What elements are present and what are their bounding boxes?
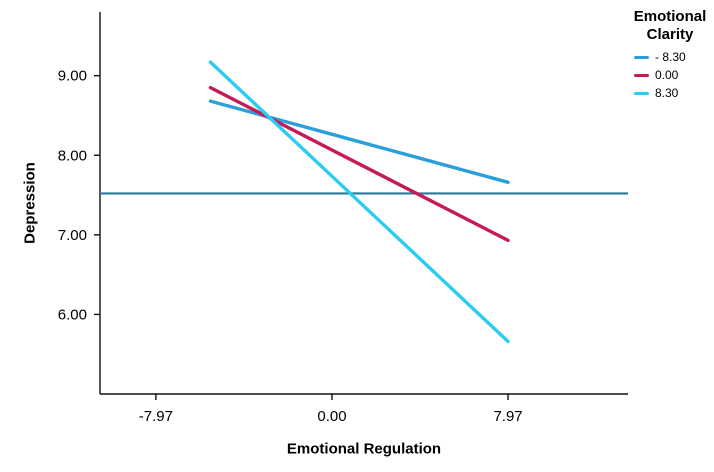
legend-swatch xyxy=(634,73,649,77)
series-line-1 xyxy=(208,85,510,243)
legend-items: - 8.30 0.00 8.30 xyxy=(628,50,712,100)
y-tick-label: 8.00 xyxy=(58,147,87,164)
legend-swatch xyxy=(634,91,649,95)
series-line-2 xyxy=(208,60,510,344)
x-tick-label: -7.97 xyxy=(139,408,173,425)
y-tick-label: 9.00 xyxy=(58,68,87,85)
y-tick-label: 7.00 xyxy=(58,227,87,244)
legend-item: 8.30 xyxy=(634,86,712,100)
y-axis-title: Depression xyxy=(21,162,39,244)
legend-item: 0.00 xyxy=(634,68,712,82)
legend-swatch xyxy=(634,55,649,59)
legend-label: 0.00 xyxy=(655,68,679,83)
x-axis-title: Emotional Regulation xyxy=(286,440,442,458)
x-tick-label: 0.00 xyxy=(317,408,346,425)
legend-item: - 8.30 xyxy=(634,50,712,64)
legend-label: - 8.30 xyxy=(655,50,686,65)
legend: Emotional Clarity - 8.30 0.00 8.30 xyxy=(628,8,712,100)
legend-title: Emotional Clarity xyxy=(633,8,707,43)
y-tick-label: 6.00 xyxy=(58,306,87,323)
legend-label: 8.30 xyxy=(655,86,679,101)
series-line-0 xyxy=(208,99,510,185)
x-tick-label: 7.97 xyxy=(493,408,522,425)
